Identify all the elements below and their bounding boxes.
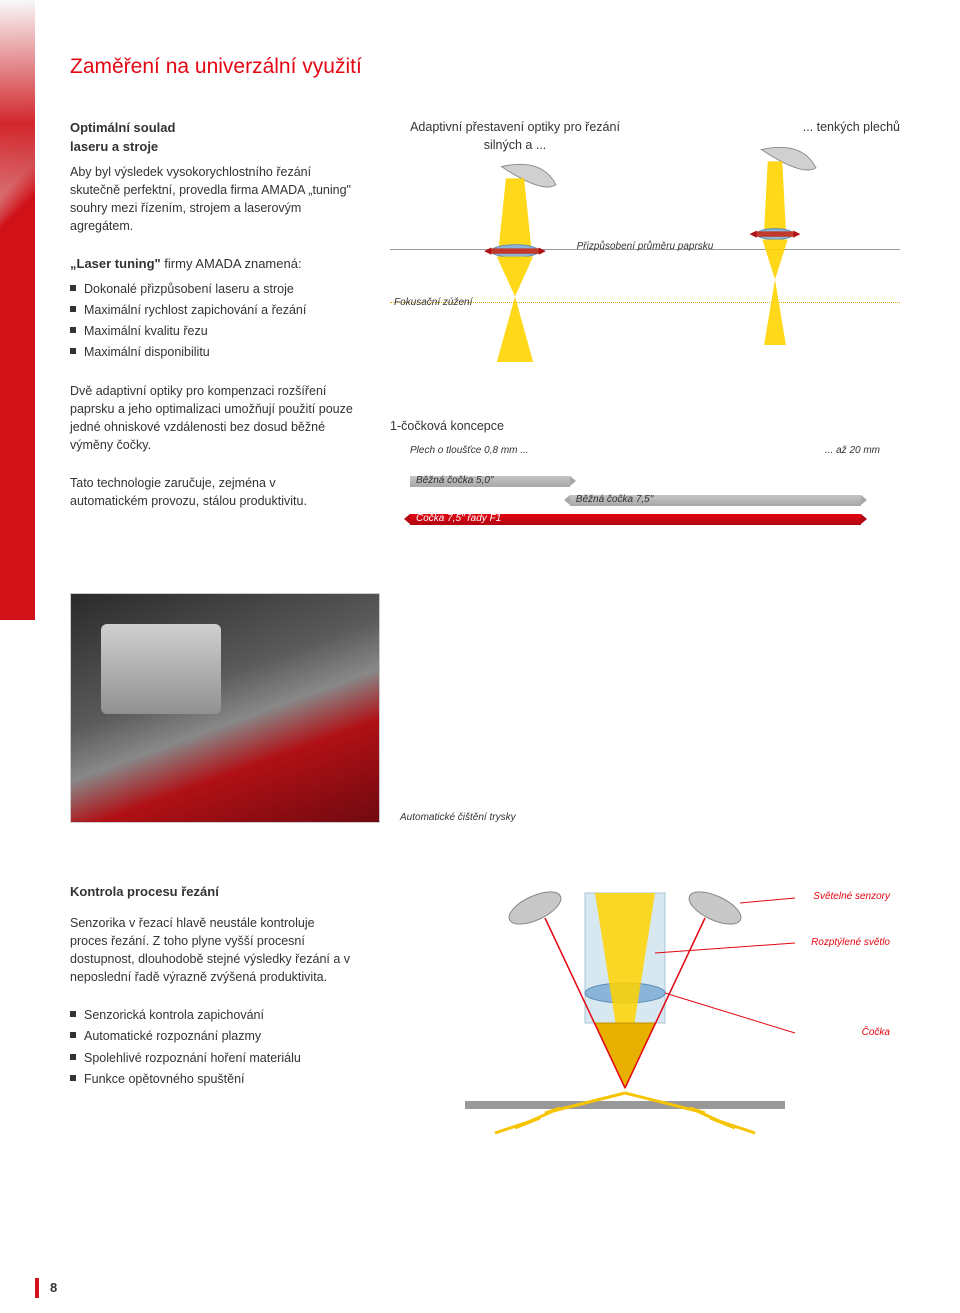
sensor-diagram: Světelné senzory Rozptýlené světlo Čočka (390, 883, 900, 1143)
list-item: Maximální rychlost zapichování a řezání (70, 301, 355, 319)
lens-bar: Běžná čočka 5,0" (410, 476, 880, 487)
list-item: Senzorická kontrola zapichování (70, 1006, 355, 1024)
photo-caption: Automatické čištění trysky (400, 812, 516, 823)
bullets-tuning: Dokonalé přizpůsobení laseru a stroje Ma… (70, 280, 355, 362)
list-item: Maximální disponibilitu (70, 343, 355, 361)
subhead-tuning: „Laser tuning" firmy AMADA znamená: (70, 255, 355, 274)
list-item: Dokonalé přizpůsobení laseru a stroje (70, 280, 355, 298)
optic-thick-svg (445, 162, 585, 362)
left-column: Optimální soulad laseru a stroje Aby byl… (70, 119, 355, 533)
photo-block (70, 593, 380, 823)
range-right: ... až 20 mm (825, 445, 880, 456)
section-process-control: Kontrola procesu řezání Senzorika v řeza… (70, 883, 900, 1143)
right-column: Přizpůsobení průměru paprsku Fokusační z… (390, 119, 900, 533)
optic-thin: ... tenkých plechů (650, 119, 900, 350)
list-item: Automatické rozpoznání plazmy (70, 1027, 355, 1045)
para-tech: Tato technologie zaručuje, zejména v aut… (70, 474, 355, 510)
para-optics: Dvě adaptivní optiky pro kompenzaci rozš… (70, 382, 355, 455)
para-sensor: Senzorika v řezací hlavě neustále kontro… (70, 914, 355, 987)
upper-columns: Optimální soulad laseru a stroje Aby byl… (70, 119, 900, 533)
optic-thick: Adaptivní přestavení optiky pro řezání s… (390, 119, 640, 367)
lens-bar-label: Čočka 7,5" řady F1 (416, 513, 501, 524)
label-lens: Čočka (862, 1027, 890, 1038)
lens-bar: Běžná čočka 7,5" (410, 495, 880, 506)
list-item: Maximální kvalitu řezu (70, 322, 355, 340)
range-left: Plech o tloušťce 0,8 mm ... (410, 445, 529, 456)
lens-bar-label: Běžná čočka 7,5" (576, 494, 654, 505)
lens-bars: Běžná čočka 5,0" Běžná čočka 7,5" Čočka 7,… (390, 476, 900, 525)
caption-thin: ... tenkých plechů (650, 119, 900, 137)
page-number: 8 (50, 1280, 57, 1295)
lens-bar: Čočka 7,5" řady F1 (410, 514, 880, 525)
list-item: Funkce opětovného spuštění (70, 1070, 355, 1088)
optic-thin-svg (705, 145, 845, 345)
lens-concept: 1-čočková koncepce Plech o tloušťce 0,8 … (390, 419, 900, 525)
subhead-optimal: Optimální soulad laseru a stroje (70, 119, 355, 157)
label-scattered: Rozptýlené světlo (811, 937, 890, 948)
bullets-sensor: Senzorická kontrola zapichování Automati… (70, 1006, 355, 1088)
nozzle-photo (70, 593, 380, 823)
sensor-svg (390, 883, 900, 1143)
photo-row: Automatické čištění trysky (70, 593, 900, 823)
subhead-control: Kontrola procesu řezání (70, 883, 355, 902)
thickness-range: Plech o tloušťce 0,8 mm ... ... až 20 mm (390, 445, 900, 456)
page-title: Zaměření na univerzální využití (70, 55, 900, 79)
para-intro: Aby byl výsledek vysokorychlostního řezá… (70, 163, 355, 236)
caption-thick: Adaptivní přestavení optiky pro řezání s… (390, 119, 640, 154)
label-sensors: Světelné senzory (813, 891, 890, 902)
optics-diagram: Přizpůsobení průměru paprsku Fokusační z… (390, 119, 900, 389)
photo-caption-block: Automatické čištění trysky (400, 806, 516, 823)
left-column-2: Kontrola procesu řezání Senzorika v řeza… (70, 883, 355, 1143)
concept-title: 1-čočková koncepce (390, 419, 900, 433)
page-content: Zaměření na univerzální využití Optimáln… (0, 0, 960, 1163)
lens-bar-label: Běžná čočka 5,0" (416, 475, 494, 486)
list-item: Spolehlivé rozpoznání hoření materiálu (70, 1049, 355, 1067)
